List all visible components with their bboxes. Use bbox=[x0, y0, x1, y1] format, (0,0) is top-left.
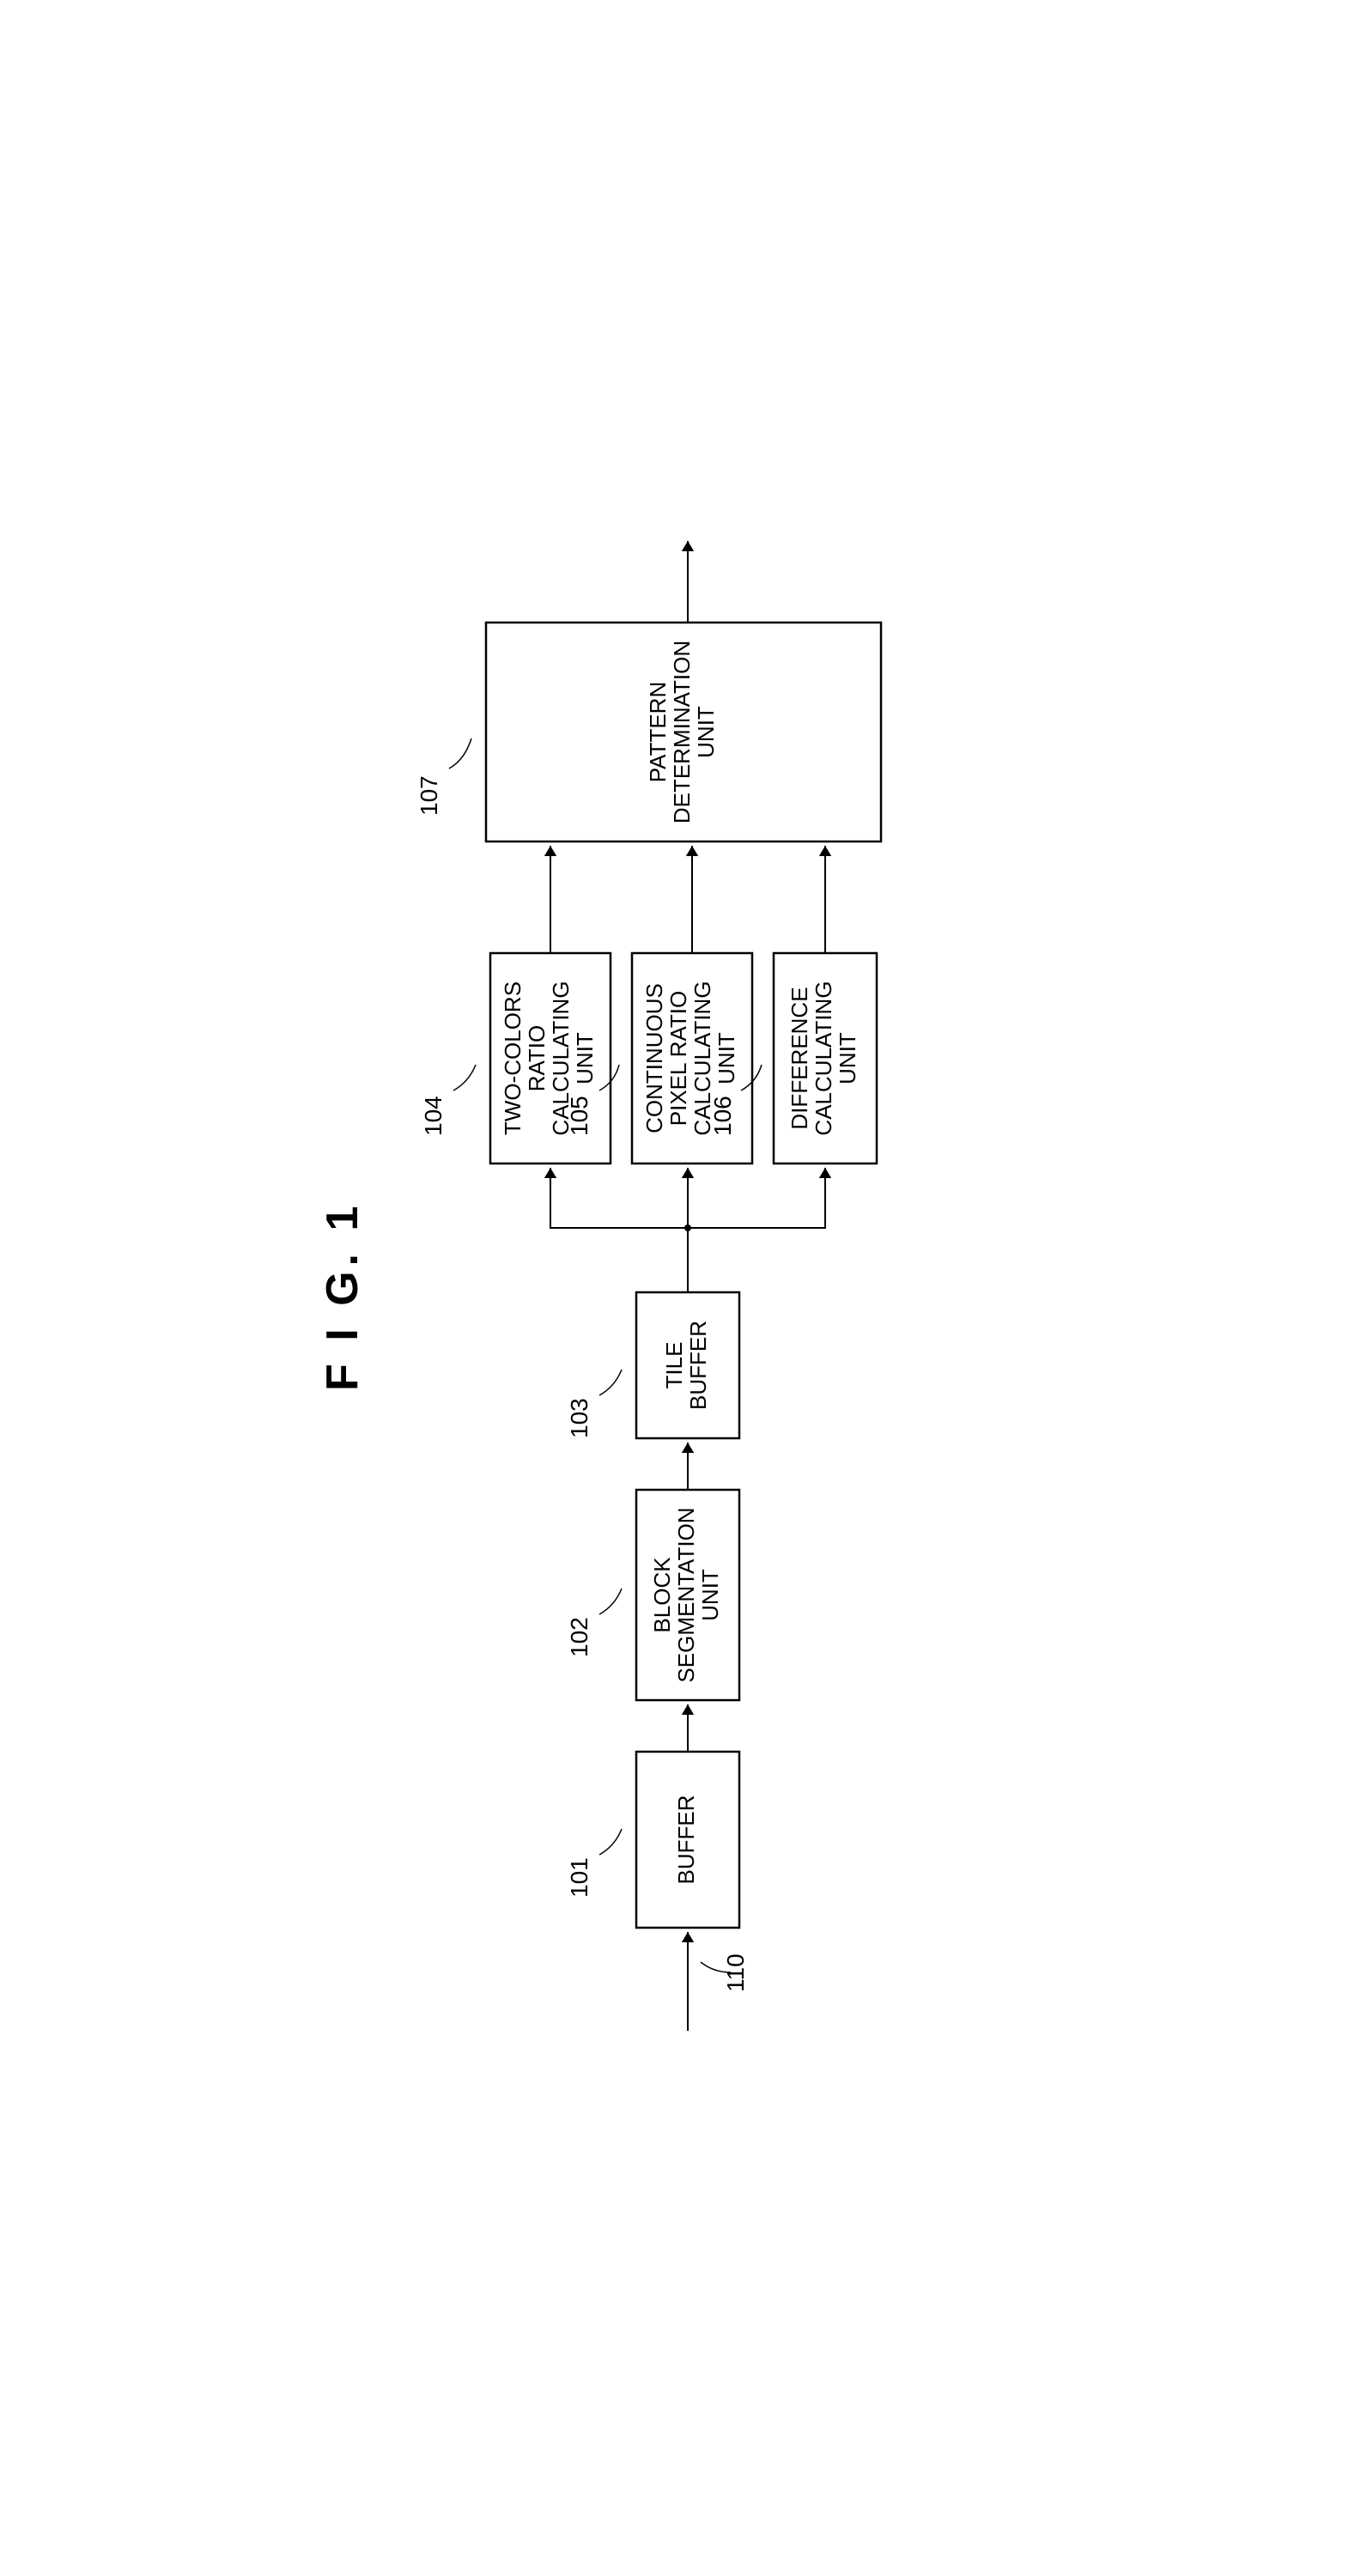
ref-leader bbox=[599, 1370, 622, 1395]
node-label: DETERMINATION bbox=[669, 641, 695, 823]
node-label: CALCULATING bbox=[811, 981, 836, 1135]
ref-label: 110 bbox=[722, 1953, 749, 1992]
node-label: UNIT bbox=[714, 1032, 739, 1084]
ref-leader bbox=[599, 1829, 622, 1855]
edge bbox=[688, 1168, 825, 1228]
rotated-diagram-group: F I G. 1 BUFFERBLOCKSEGMENTATIONUNITTILE… bbox=[318, 541, 881, 2031]
ref-label: 101 bbox=[566, 1857, 592, 1898]
node-label: BLOCK bbox=[649, 1557, 675, 1633]
node-twocolors104: TWO-COLORSRATIOCALCULATINGUNIT bbox=[490, 953, 611, 1163]
ref-label: 105 bbox=[566, 1096, 592, 1136]
node-label: UNIT bbox=[693, 706, 719, 758]
node-label: TILE bbox=[661, 1342, 687, 1389]
node-tilebuf103: TILEBUFFER bbox=[636, 1292, 739, 1438]
node-label: DIFFERENCE bbox=[787, 987, 812, 1129]
ref-label: 106 bbox=[709, 1096, 736, 1136]
node-label: TWO-COLORS bbox=[500, 981, 526, 1135]
node-label: PATTERN bbox=[645, 682, 671, 782]
node-label: BUFFER bbox=[673, 1795, 699, 1885]
node-label: SEGMENTATION bbox=[673, 1507, 699, 1682]
figure-canvas: F I G. 1 BUFFERBLOCKSEGMENTATIONUNITTILE… bbox=[0, 0, 1367, 2576]
node-label: BUFFER bbox=[685, 1321, 711, 1410]
ref-leader bbox=[449, 738, 471, 769]
nodes-layer: BUFFERBLOCKSEGMENTATIONUNITTILEBUFFERTWO… bbox=[486, 623, 881, 1928]
ref-label: 104 bbox=[420, 1096, 447, 1136]
ref-leader bbox=[599, 1589, 622, 1614]
node-buffer101: BUFFER bbox=[636, 1752, 739, 1928]
node-label: RATIO bbox=[524, 1025, 550, 1092]
ref-label: 102 bbox=[566, 1617, 592, 1657]
ref-label: 103 bbox=[566, 1398, 592, 1438]
node-pattern107: PATTERNDETERMINATIONUNIT bbox=[486, 623, 881, 841]
node-blockseg102: BLOCKSEGMENTATIONUNIT bbox=[636, 1490, 739, 1700]
junction-dot bbox=[684, 1224, 691, 1231]
node-label: UNIT bbox=[835, 1032, 860, 1084]
node-label: UNIT bbox=[697, 1569, 723, 1621]
node-diff106: DIFFERENCECALCULATINGUNIT bbox=[774, 953, 877, 1163]
ref-leader bbox=[453, 1065, 476, 1091]
node-label: PIXEL RATIO bbox=[665, 991, 691, 1127]
ref-label: 107 bbox=[416, 775, 442, 816]
node-label: UNIT bbox=[572, 1032, 598, 1084]
node-label: CONTINUOUS bbox=[641, 983, 667, 1133]
figure-title: F I G. 1 bbox=[318, 1201, 368, 1391]
edge bbox=[550, 1168, 688, 1228]
